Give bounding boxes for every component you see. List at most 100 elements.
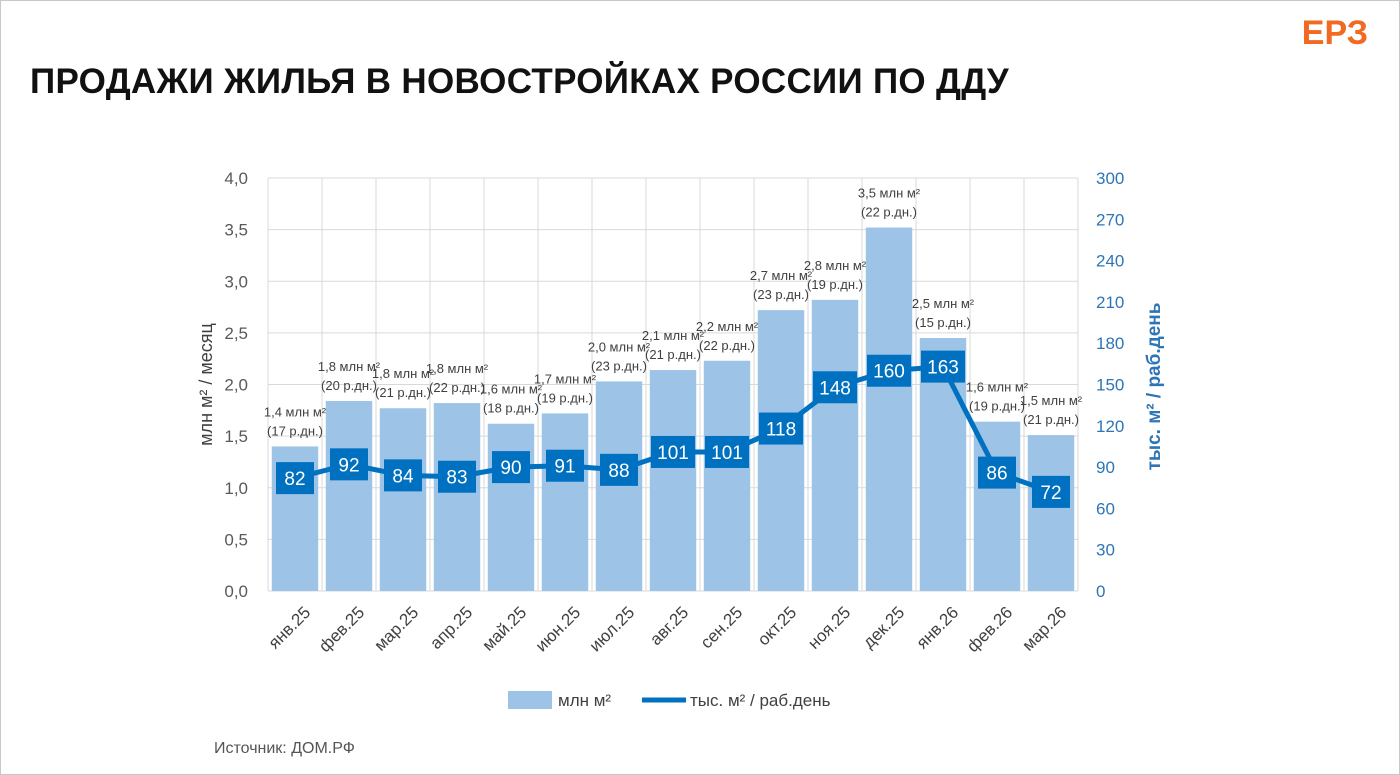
bar-value-label: 1,5 млн м² <box>1020 393 1083 408</box>
legend-line-label: тыс. м² / раб.день <box>690 691 831 710</box>
bar-value-label: 1,8 млн м² <box>318 359 381 374</box>
y2-tick-label: 30 <box>1096 541 1115 560</box>
bar-mark <box>433 403 481 591</box>
line-point-label: 86 <box>986 464 1007 485</box>
x-tick-label: окт.25 <box>754 603 800 649</box>
bar-mark <box>865 227 913 591</box>
bar-mark <box>541 413 589 591</box>
erz-logo: ЕРЗ <box>1301 14 1368 52</box>
bar-workdays-label: (22 р.дн.) <box>699 338 755 353</box>
line-point-box <box>600 453 638 486</box>
y2-tick-label: 120 <box>1096 417 1124 436</box>
bar-mark <box>811 299 859 591</box>
bar-workdays-label: (23 р.дн.) <box>591 358 647 373</box>
y-tick-label: 0,5 <box>224 530 248 549</box>
y-tick-label: 3,0 <box>224 272 248 291</box>
y2-tick-label: 210 <box>1096 293 1124 312</box>
line-point-box <box>384 459 422 492</box>
y-tick-label: 2,5 <box>224 324 248 343</box>
line-point-label: 148 <box>819 378 851 399</box>
y-tick-label: 1,5 <box>224 427 248 446</box>
bar-workdays-label: (18 р.дн.) <box>483 401 539 416</box>
bar-mark <box>1027 435 1075 591</box>
x-tick-label: янв.26 <box>913 603 963 653</box>
legend-bar-label: млн м² <box>558 691 611 710</box>
line-point-box <box>759 412 803 445</box>
line-point-label: 83 <box>446 468 467 489</box>
bar-value-label: 2,1 млн м² <box>642 328 705 343</box>
line-point-label: 88 <box>608 461 629 482</box>
y2-tick-label: 0 <box>1096 582 1105 601</box>
line-point-box <box>921 350 965 383</box>
line-point-box <box>492 451 530 484</box>
bar-value-label: 2,2 млн м² <box>696 319 759 334</box>
bar-mark <box>595 381 643 591</box>
bar-value-label: 2,0 млн м² <box>588 339 651 354</box>
bar-mark <box>703 360 751 591</box>
bar-value-label: 1,6 млн м² <box>966 380 1029 395</box>
y2-tick-label: 240 <box>1096 252 1124 271</box>
line-point-box <box>276 462 314 495</box>
bar-workdays-label: (17 р.дн.) <box>267 423 323 438</box>
x-tick-label: июн.25 <box>532 603 585 656</box>
y2-tick-label: 270 <box>1096 210 1124 229</box>
bar-value-label: 2,7 млн м² <box>750 268 813 283</box>
y-axis-title: млн м² / месяц <box>196 323 216 446</box>
bar-value-label: 2,5 млн м² <box>912 296 975 311</box>
y2-tick-label: 180 <box>1096 334 1124 353</box>
line-point-box <box>438 460 476 493</box>
bar-value-label: 2,8 млн м² <box>804 258 867 273</box>
line-point-box <box>546 449 584 482</box>
y2-tick-label: 300 <box>1096 169 1124 188</box>
line-point-label: 163 <box>927 358 959 379</box>
line-point-box <box>651 435 695 468</box>
y2-tick-label: 150 <box>1096 376 1124 395</box>
bar-workdays-label: (19 р.дн.) <box>807 277 863 292</box>
line-point-label: 101 <box>711 443 743 464</box>
bar-mark <box>379 408 427 591</box>
bar-workdays-label: (20 р.дн.) <box>321 378 377 393</box>
bar-workdays-label: (21 р.дн.) <box>645 347 701 362</box>
bar-value-label: 1,7 млн м² <box>534 371 597 386</box>
y-tick-label: 2,0 <box>224 376 248 395</box>
x-tick-label: сен.25 <box>697 603 746 652</box>
line-point-box <box>705 435 749 468</box>
bar-mark <box>757 310 805 591</box>
legend-bar-swatch <box>508 691 552 709</box>
x-tick-label: дек.25 <box>859 603 908 652</box>
source-note: Источник: ДОМ.РФ <box>214 740 355 757</box>
line-point-label: 92 <box>338 455 359 476</box>
bar-value-label: 1,6 млн м² <box>480 382 543 397</box>
slide-title: ПРОДАЖИ ЖИЛЬЯ В НОВОСТРОЙКАХ РОССИИ ПО Д… <box>30 62 1009 101</box>
x-tick-label: фев.26 <box>963 603 1016 656</box>
line-point-box <box>978 456 1016 489</box>
bar-workdays-label: (22 р.дн.) <box>429 380 485 395</box>
bar-value-label: 1,8 млн м² <box>426 361 489 376</box>
y-tick-label: 3,5 <box>224 221 248 240</box>
x-tick-label: апр.25 <box>426 603 476 653</box>
line-point-box <box>1032 475 1070 508</box>
x-tick-label: ноя.25 <box>804 603 854 653</box>
bar-workdays-label: (19 р.дн.) <box>969 399 1025 414</box>
line-point-label: 160 <box>873 362 905 383</box>
line-point-box <box>330 448 368 481</box>
y2-tick-label: 90 <box>1096 458 1115 477</box>
line-point-label: 101 <box>657 443 689 464</box>
bar-mark <box>487 423 535 591</box>
line-point-label: 84 <box>392 466 414 487</box>
x-tick-label: июл.25 <box>586 603 639 656</box>
bar-workdays-label: (19 р.дн.) <box>537 390 593 405</box>
bar-mark <box>973 421 1021 591</box>
x-tick-label: мар.25 <box>371 603 423 655</box>
bar-mark <box>325 401 373 591</box>
y-tick-label: 1,0 <box>224 479 248 498</box>
line-point-box <box>813 371 857 404</box>
bar-workdays-label: (15 р.дн.) <box>915 315 971 330</box>
x-tick-label: фев.25 <box>315 603 368 656</box>
bar-mark <box>649 370 697 591</box>
bar-value-label: 1,8 млн м² <box>372 366 435 381</box>
bar-workdays-label: (22 р.дн.) <box>861 205 917 220</box>
y2-axis-title: тыс. м² / раб.день <box>1144 303 1165 471</box>
x-tick-label: май.25 <box>478 603 530 655</box>
